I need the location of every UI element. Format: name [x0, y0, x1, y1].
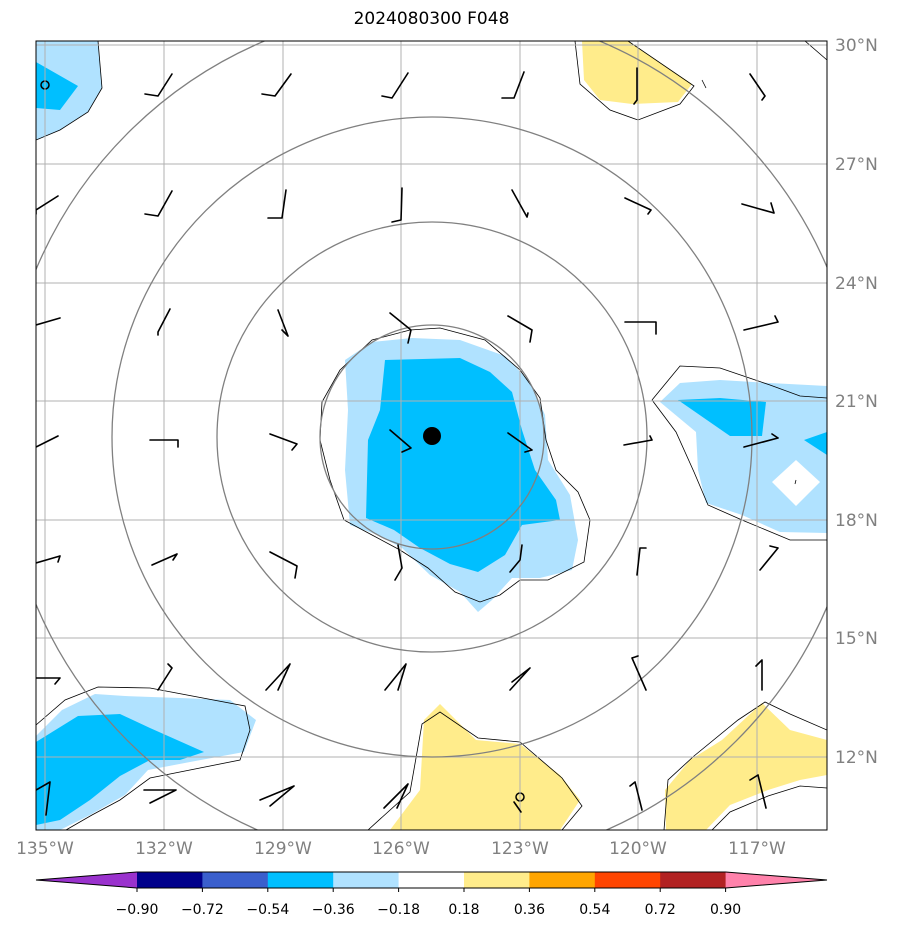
colorbar-segment	[267, 872, 334, 888]
colorbar-segment	[660, 872, 727, 888]
shaded-positive-bottom-right	[663, 701, 827, 830]
map-title: 2024080300 F048	[353, 9, 510, 29]
colorbar-segment	[594, 872, 661, 888]
colorbar-extend-max	[725, 872, 827, 888]
colorbar-segment	[333, 872, 400, 888]
lat-label: 21°N	[835, 392, 878, 412]
colorbar-segment	[464, 872, 530, 888]
colorbar-tick-label: 0.36	[514, 902, 545, 918]
lat-label: 18°N	[835, 511, 878, 531]
map-area	[36, 41, 827, 830]
colorbar: −0.90 −0.72 −0.54 −0.36 −0.18 0.18 0.36 0.54 0.7…	[35, 871, 828, 918]
colorbar-segment	[202, 872, 269, 888]
shaded-negative-right	[651, 365, 827, 541]
longitude-labels: 135°W 132°W 129°W 126°W 123°W 120°W 117°…	[16, 839, 786, 859]
lon-label: 117°W	[728, 839, 786, 859]
shaded-negative-storm	[319, 327, 591, 612]
lat-label: 30°N	[835, 36, 878, 56]
shaded-positive-bottom	[367, 704, 583, 830]
lon-label: 123°W	[491, 839, 549, 859]
lat-label: 15°N	[835, 629, 878, 649]
colorbar-tick-label: −0.36	[312, 902, 355, 918]
colorbar-segments	[35, 871, 828, 889]
colorbar-tick-label: 0.90	[710, 902, 741, 918]
latitude-labels: 30°N 27°N 24°N 21°N 18°N 15°N 12°N	[835, 36, 878, 768]
colorbar-tick-label: −0.72	[181, 902, 224, 918]
colorbar-tick-label: 0.72	[645, 902, 676, 918]
colorbar-segment	[529, 872, 596, 888]
colorbar-extend-min	[36, 872, 137, 888]
lon-label: 129°W	[254, 839, 312, 859]
ring-3	[111, 116, 753, 758]
lon-label: 132°W	[135, 839, 193, 859]
lat-label: 27°N	[835, 155, 878, 175]
distance-rings	[36, 41, 827, 830]
lat-label: 12°N	[835, 748, 878, 768]
colorbar-ticks: −0.90 −0.72 −0.54 −0.36 −0.18 0.18 0.36 0.54 0.7…	[116, 888, 741, 918]
shaded-negative-bottom-left	[36, 686, 256, 830]
map-frame	[35, 40, 828, 831]
storm-center-marker	[423, 427, 441, 445]
colorbar-tick-label: −0.18	[377, 902, 420, 918]
lon-label: 126°W	[372, 839, 430, 859]
colorbar-segment	[137, 872, 203, 888]
shaded-positive-top	[574, 41, 827, 121]
colorbar-tick-label: −0.54	[246, 902, 289, 918]
lon-label: 120°W	[609, 839, 667, 859]
ring-1	[319, 324, 545, 550]
shaded-negative-top-left	[36, 41, 103, 141]
lat-label: 24°N	[835, 274, 878, 294]
colorbar-segment	[398, 872, 465, 888]
ring-2	[216, 221, 648, 653]
lon-label: 135°W	[16, 839, 74, 859]
colorbar-tick-label: −0.90	[116, 902, 159, 918]
wind-barbs	[36, 67, 779, 816]
lat-lon-gridlines	[36, 41, 827, 830]
colorbar-tick-label: 0.18	[448, 902, 479, 918]
colorbar-tick-label: 0.54	[579, 902, 610, 918]
